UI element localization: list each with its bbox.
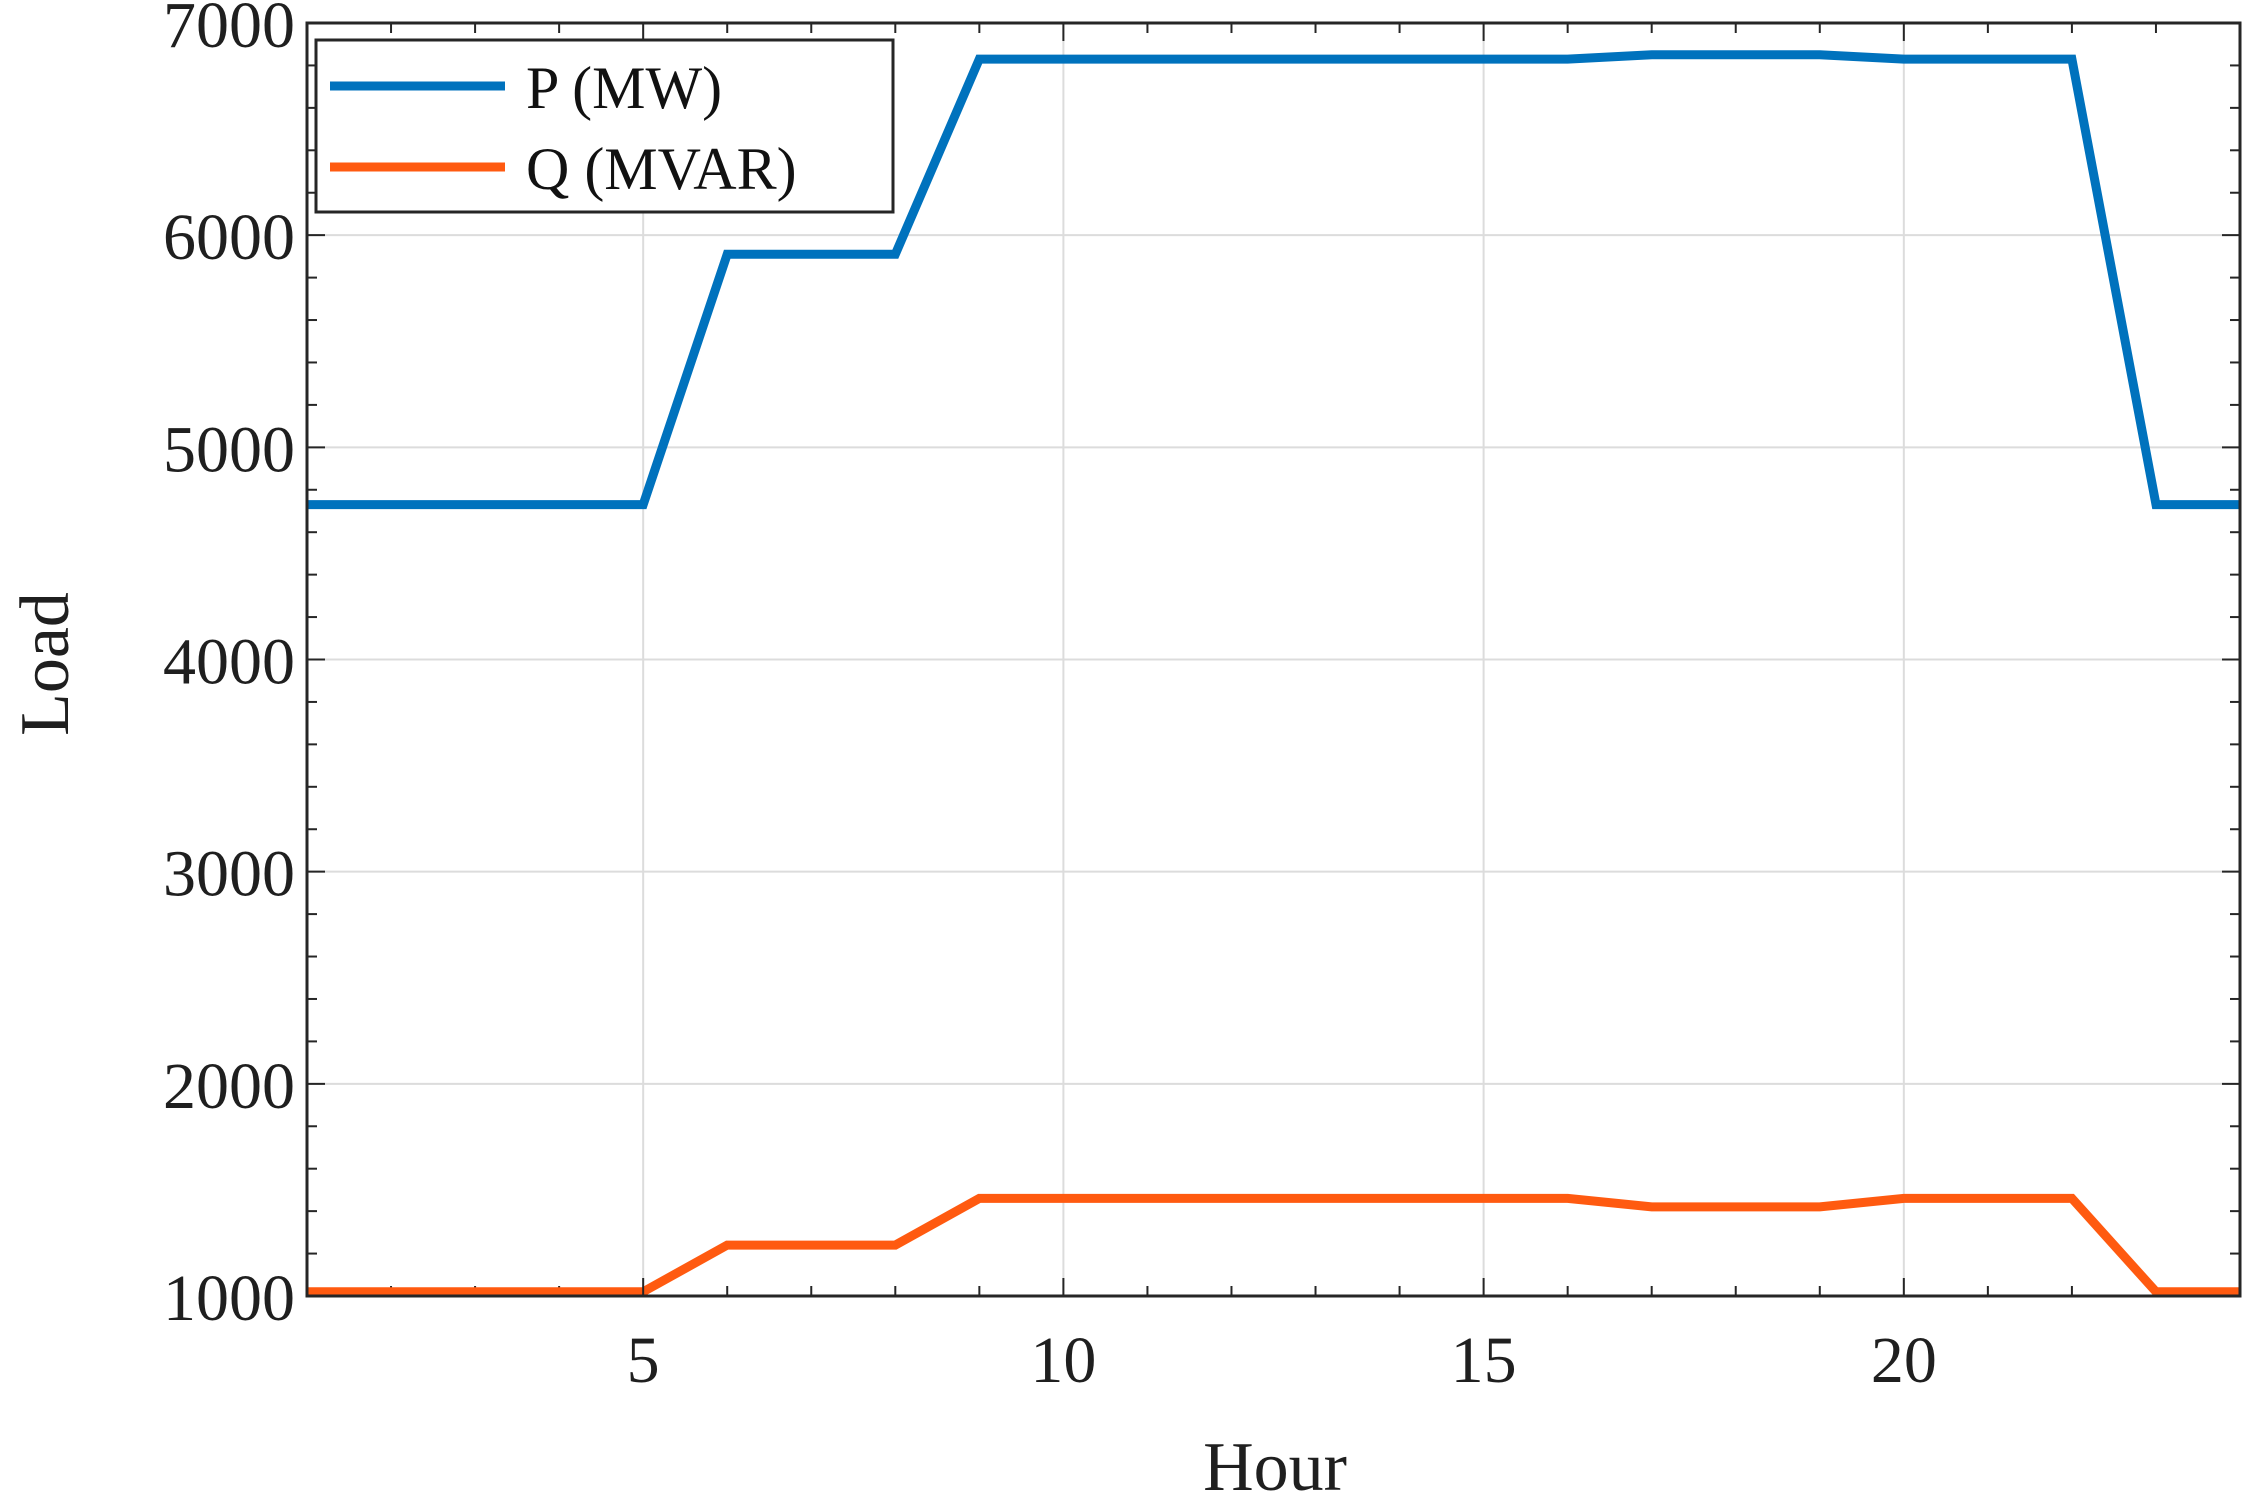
legend-box	[314, 38, 895, 214]
legend-label-q: Q (MVAR)	[526, 136, 797, 202]
x-tick-label: 20	[1871, 1324, 1937, 1397]
y-tick-label: 3000	[163, 838, 295, 911]
y-tick-label: 5000	[163, 413, 295, 486]
x-tick-label: 15	[1451, 1324, 1517, 1397]
series-line-q	[307, 1193, 2240, 1297]
x-tick-label: 5	[627, 1324, 660, 1397]
x-axis-label: Hour	[1203, 1429, 1347, 1503]
series-line-p	[307, 50, 2240, 510]
legend: P (MW) Q (MVAR)	[314, 38, 895, 214]
y-tick-label: 2000	[163, 1050, 295, 1123]
legend-label-p: P (MW)	[526, 55, 722, 121]
y-tick-label: 1000	[163, 1262, 295, 1335]
series-lines	[307, 50, 2240, 1297]
axis-ticks: 5 10 15 20 1000 2000 3000 4000 5000 6000 7000	[163, 0, 2240, 1397]
x-tick-label: 10	[1030, 1324, 1096, 1397]
y-axis-label: Load	[7, 592, 84, 736]
y-tick-label: 4000	[163, 626, 295, 699]
y-tick-label: 6000	[163, 201, 295, 274]
y-tick-label: 7000	[163, 0, 295, 62]
grid	[307, 23, 2240, 1296]
